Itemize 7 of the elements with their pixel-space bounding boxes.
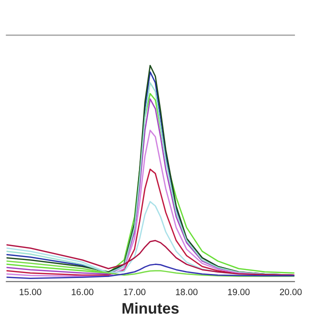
x-tick-label: 16.00 <box>72 288 94 296</box>
x-axis-title: Minutes <box>122 302 179 314</box>
x-tick-label: 19.00 <box>228 288 250 296</box>
x-tick-label: 17.00 <box>124 288 146 296</box>
x-tick-label: 18.00 <box>176 288 198 296</box>
x-tick-label: 20.00 <box>280 288 302 296</box>
x-tick-label: 15.00 <box>20 288 42 296</box>
